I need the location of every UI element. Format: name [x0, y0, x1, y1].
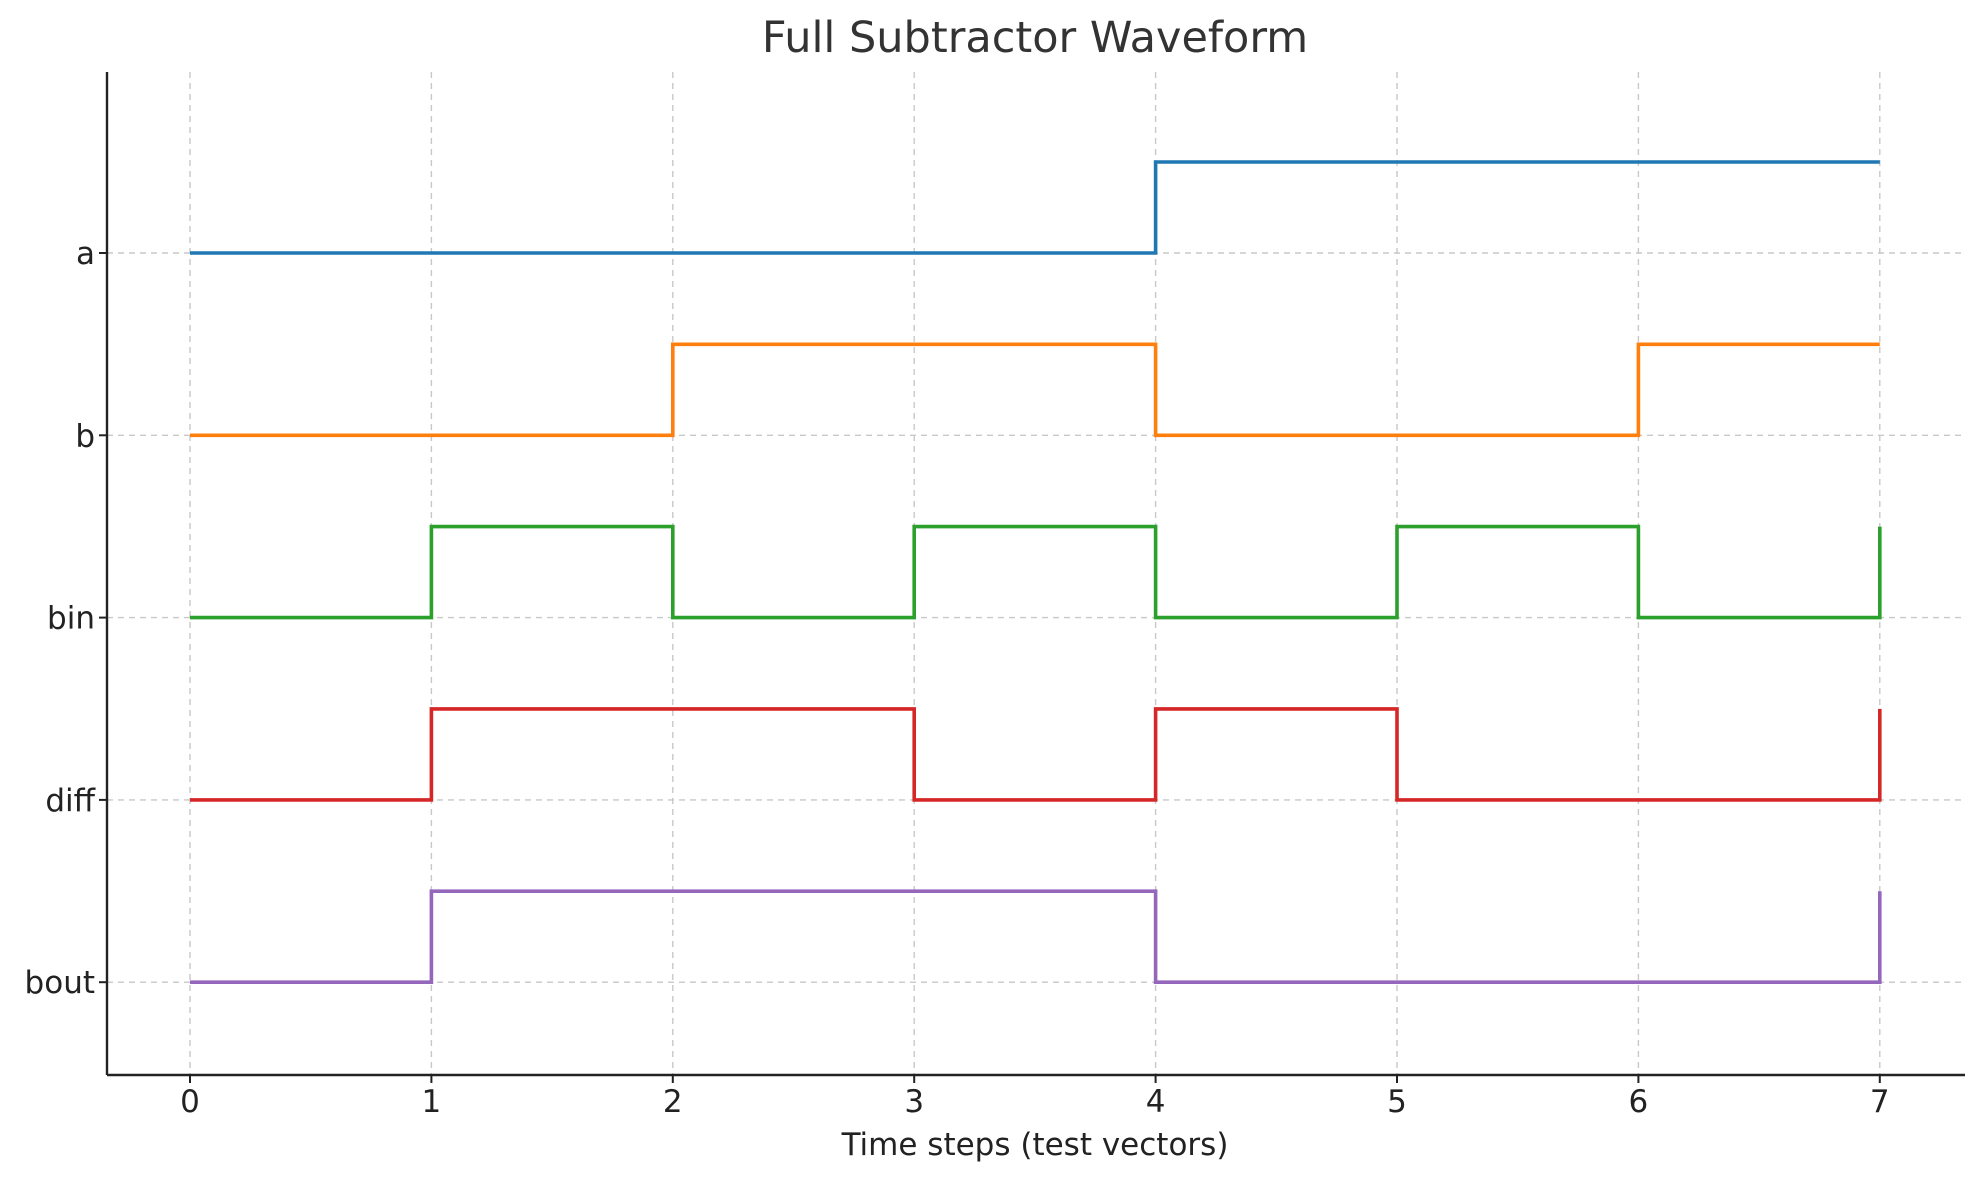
x-tick-label: 1: [422, 1084, 442, 1120]
x-tick-label: 7: [1870, 1084, 1890, 1120]
waveform-b: [190, 342, 1880, 438]
grid-layer: [107, 72, 1965, 1075]
waveform-layer: [190, 160, 1882, 984]
waveform-bin: [190, 524, 1882, 620]
y-tick-label-bin: bin: [47, 601, 95, 637]
x-axis-label: Time steps (test vectors): [841, 1127, 1229, 1163]
waveform-bout: [190, 889, 1882, 984]
x-tick-label: 6: [1629, 1084, 1649, 1120]
x-tick-label: 2: [663, 1084, 683, 1120]
y-tick-label-b: b: [75, 418, 95, 454]
chart-title: Full Subtractor Waveform: [762, 13, 1308, 63]
axes-layer: [105, 72, 1965, 1077]
y-tick-label-bout: bout: [25, 965, 95, 1001]
waveform-diff: [190, 707, 1882, 802]
y-tick-label-a: a: [76, 236, 95, 272]
x-tick-label: 0: [180, 1084, 200, 1120]
y-tick-label-diff: diff: [45, 783, 95, 819]
x-tick-label: 3: [904, 1084, 924, 1120]
tick-layer: 0 1 2 3 4 5 6 7 a b bin diff bout: [25, 236, 1890, 1120]
x-tick-label: 4: [1146, 1084, 1166, 1120]
waveform-a: [190, 160, 1880, 255]
x-tick-label: 5: [1387, 1084, 1407, 1120]
